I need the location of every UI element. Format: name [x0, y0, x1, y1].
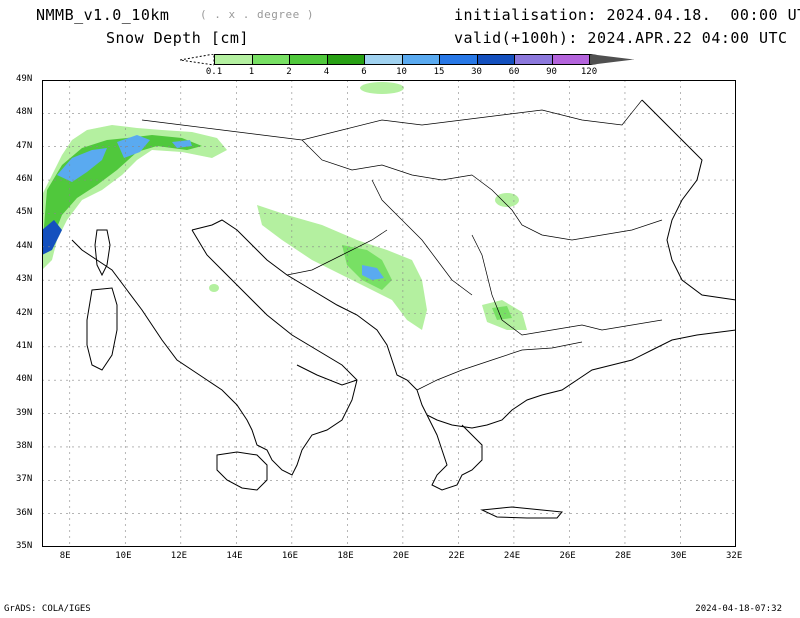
legend-label: 90: [546, 67, 557, 77]
dinaric-snow-light: [257, 205, 427, 330]
legend-label: 30: [471, 67, 482, 77]
rila-snow-mid: [492, 306, 512, 320]
lon-tick-label: 32E: [726, 551, 743, 561]
legend-swatch: [364, 54, 403, 65]
lat-tick-label: 42N: [16, 307, 33, 318]
legend-swatch: [439, 54, 478, 65]
footer-timestamp: 2024-04-18-07:32: [695, 604, 782, 614]
legend-label: 1: [248, 67, 255, 77]
legend-label: 6: [361, 67, 367, 77]
lat-tick-label: 41N: [16, 340, 33, 351]
legend-swatch: [401, 54, 440, 65]
footer-credit: GrADS: COLA/IGES: [4, 604, 91, 614]
alps-snow-deep: [42, 220, 62, 255]
legend-swatch: [514, 54, 553, 65]
legend-swatch: [289, 54, 328, 65]
color-legend: 0.1 1 2 4 6 10 15 30 60 90 120: [180, 54, 634, 78]
lat-tick-label: 46N: [16, 174, 33, 185]
valid-time: valid(+100h): 2024.APR.22 04:00 UTC: [454, 29, 788, 47]
legend-under-arrow: [180, 54, 214, 66]
legend-label: 60: [508, 67, 520, 77]
border-serbia: [371, 179, 473, 296]
adriatic-east-coast: [191, 219, 418, 391]
crete-coast: [480, 506, 563, 519]
border-greece: [416, 341, 583, 391]
model-title: NMMB_v1.0_10km: [36, 6, 170, 24]
alps-snow-blue3: [172, 140, 192, 148]
lat-tick-label: 43N: [16, 274, 33, 285]
country-borders: [141, 99, 663, 391]
dinaric-snow-blue: [362, 265, 384, 280]
balkan-south-coast: [416, 329, 736, 429]
lon-tick-label: 20E: [392, 551, 410, 561]
legend-label: 120: [580, 67, 598, 77]
peloponnese-coast: [426, 414, 483, 491]
lat-tick-label: 36N: [16, 507, 33, 518]
apennine-snow: [209, 284, 219, 292]
legend-swatch: [214, 54, 253, 65]
legend-swatch: [251, 54, 290, 65]
initialisation-time: initialisation: 2024.04.18. 00:00 UTC: [454, 6, 800, 24]
lon-tick-label: 14E: [226, 551, 243, 561]
legend-label: 0.1: [205, 67, 223, 77]
coastlines: [71, 99, 736, 519]
border-north: [141, 99, 643, 141]
border-romania: [471, 174, 663, 241]
legend-swatch: [476, 54, 515, 65]
lon-tick-label: 24E: [503, 551, 521, 561]
lon-tick-label: 26E: [559, 551, 576, 561]
resolution-note: ( . x . degree ): [200, 8, 314, 21]
graticule: [42, 80, 736, 547]
legend-label: 10: [396, 67, 407, 77]
alps-snow-blue: [57, 148, 107, 182]
italy-heel: [296, 364, 358, 386]
lon-tick-label: 12E: [170, 551, 188, 561]
lat-tick-label: 38N: [16, 440, 33, 451]
lat-tick-label: 45N: [16, 207, 33, 218]
carpathian-snow: [360, 82, 404, 94]
lon-tick-label: 30E: [670, 551, 687, 561]
legend-swatch: [551, 54, 590, 65]
map-frame: [42, 80, 736, 547]
lat-tick-label: 44N: [16, 240, 33, 251]
legend-label: 4: [323, 67, 330, 77]
lat-tick-label: 35N: [16, 541, 33, 551]
lat-tick-label: 48N: [16, 107, 33, 118]
border-bosnia: [286, 229, 388, 276]
lat-tick-label: 49N: [16, 74, 33, 84]
corsica-coast: [94, 229, 111, 277]
lat-tick-label: 39N: [16, 407, 33, 418]
sardinia-coast: [86, 287, 118, 371]
legend-swatch: [589, 54, 634, 65]
legend-label: 2: [286, 67, 292, 77]
lon-tick-label: 8E: [59, 551, 71, 561]
tatra-snow: [495, 193, 519, 207]
black-sea-coast: [641, 99, 736, 301]
sicily-coast: [216, 451, 268, 491]
lat-tick-label: 37N: [16, 474, 33, 485]
lon-tick-label: 22E: [448, 551, 465, 561]
lat-tick-label: 47N: [16, 140, 33, 151]
legend-label: 15: [433, 67, 445, 77]
lat-tick-label: 40N: [16, 374, 33, 385]
lon-tick-label: 16E: [281, 551, 299, 561]
lon-tick-label: 10E: [115, 551, 132, 561]
lon-tick-label: 28E: [614, 551, 632, 561]
border-bulgaria: [471, 234, 663, 336]
parameter-title: Snow Depth [cm]: [106, 29, 249, 47]
legend-swatch: [326, 54, 365, 65]
italy-coast: [71, 229, 358, 476]
snow-depth-map: [42, 80, 736, 547]
lon-tick-label: 18E: [337, 551, 354, 561]
border-hungary: [301, 139, 473, 181]
snow-depth-fields: [42, 82, 527, 330]
